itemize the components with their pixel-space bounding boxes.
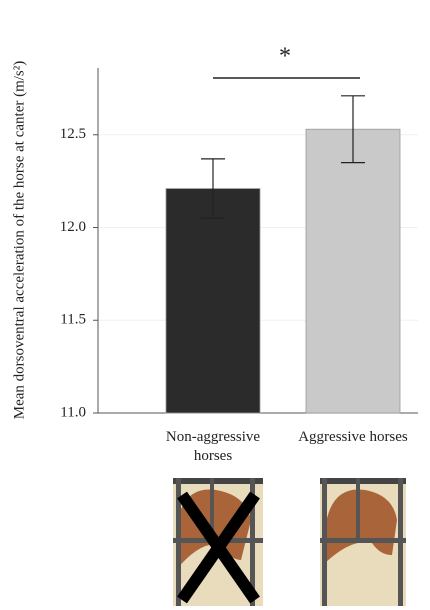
- y-tick-label: 11.5: [60, 312, 86, 328]
- bar: [165, 188, 261, 414]
- y-axis-label: Mean dorsoventral acceleration of the ho…: [11, 61, 27, 420]
- x-tick-label: Non-aggressive horses: [165, 429, 261, 464]
- y-tick-label: 12.5: [60, 126, 86, 142]
- x-tick-label: Aggressive horses: [298, 429, 408, 445]
- horse-image-aggressive: [320, 478, 406, 606]
- significance-marker: *: [279, 44, 291, 70]
- horse-image-non-aggressive: [173, 478, 263, 606]
- bar: [305, 128, 401, 414]
- y-tick-label: 12.0: [60, 219, 86, 235]
- y-tick-label: 11.0: [60, 404, 86, 420]
